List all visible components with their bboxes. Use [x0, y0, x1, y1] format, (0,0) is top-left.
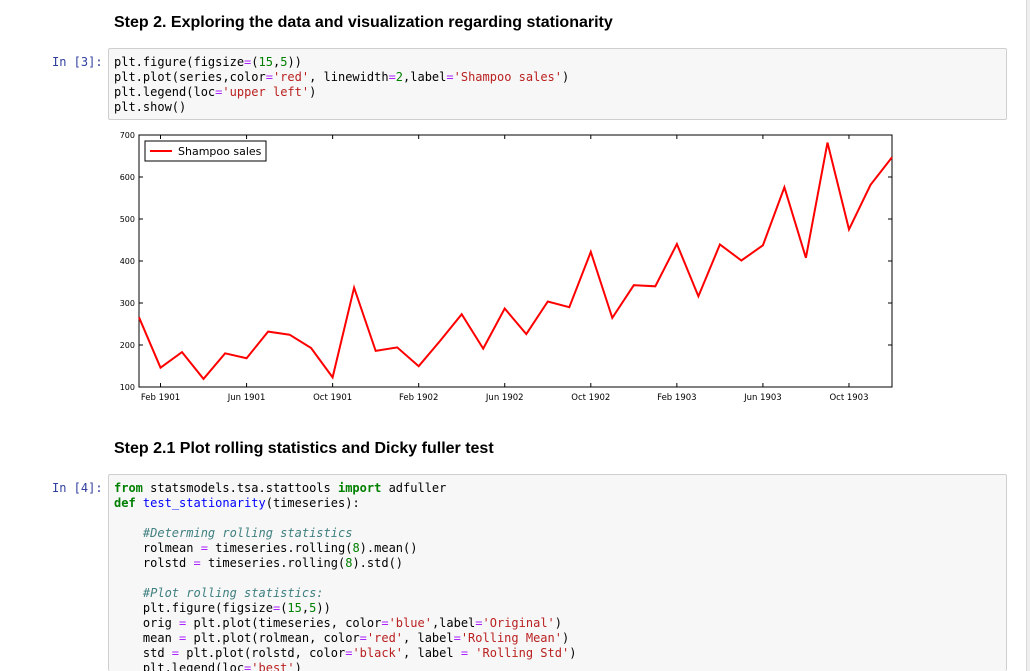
y-tick-label: 700: [120, 131, 135, 140]
x-tick-label: Feb 1903: [657, 393, 696, 403]
code-line: orig = plt.plot(timeseries, color='blue'…: [114, 616, 563, 630]
x-tick-label: Feb 1902: [399, 393, 438, 403]
code-line: def test_stationarity(timeseries):: [114, 496, 360, 510]
code-line: [114, 511, 1006, 526]
code-cell-4[interactable]: from statsmodels.tsa.stattools import ad…: [108, 474, 1007, 671]
code-line: mean = plt.plot(rolmean, color='red', la…: [114, 631, 570, 645]
code-line: from statsmodels.tsa.stattools import ad…: [114, 481, 447, 495]
code-line: plt.show(): [114, 100, 187, 114]
code-line: plt.plot(series,color='red', linewidth=2…: [114, 70, 570, 84]
input-prompt-4: In [4]:: [52, 481, 103, 495]
x-tick-label: Oct 1903: [829, 393, 868, 403]
y-tick-label: 400: [120, 257, 135, 266]
code-cell-3[interactable]: plt.figure(figsize=(15,5)) plt.plot(seri…: [108, 48, 1007, 120]
code-line: #Determing rolling statistics: [142, 526, 353, 540]
legend-label: Shampoo sales: [178, 145, 262, 158]
code-line: std = plt.plot(rolstd, color='black', la…: [114, 646, 577, 660]
y-tick-label: 300: [120, 299, 135, 308]
code-line: plt.legend(loc='best'): [114, 661, 302, 671]
code-line: #Plot rolling statistics:: [142, 586, 324, 600]
x-tick-label: Jun 1902: [485, 393, 524, 403]
x-tick-label: Jun 1901: [227, 393, 266, 403]
shampoo-sales-line: [138, 142, 893, 381]
legend-box: [144, 140, 267, 162]
shampoo-sales-chart: 100 200 300 400 500 600 700 Feb 1901 Jun 1901 Oc…: [120, 131, 893, 403]
code-line: [114, 571, 1006, 586]
y-tick-label: 200: [120, 341, 135, 350]
code-line: plt.figure(figsize=(15,5)): [114, 601, 331, 615]
heading-step-2: Step 2. Exploring the data and visualiza…: [114, 14, 613, 31]
x-tick-label: Jun 1903: [743, 393, 782, 403]
y-tick-label: 100: [120, 383, 135, 392]
heading-step-2-1: Step 2.1 Plot rolling statistics and Dic…: [114, 440, 494, 457]
code-line: plt.figure(figsize=(15,5)): [114, 55, 302, 69]
x-tick-label: Feb 1901: [141, 393, 180, 403]
chart-legend: Shampoo sales: [144, 140, 267, 162]
x-tick-label: Oct 1902: [571, 393, 610, 403]
code-line: plt.legend(loc='upper left'): [114, 85, 317, 99]
y-tick-label: 600: [120, 173, 135, 182]
code-line: rolstd = timeseries.rolling(8).std(): [114, 556, 404, 570]
y-tick-label: 500: [120, 215, 135, 224]
code-line: rolmean = timeseries.rolling(8).mean(): [114, 541, 418, 555]
input-prompt-3: In [3]:: [52, 55, 103, 69]
plot-area: [138, 134, 893, 388]
x-tick-label: Oct 1901: [313, 393, 352, 403]
